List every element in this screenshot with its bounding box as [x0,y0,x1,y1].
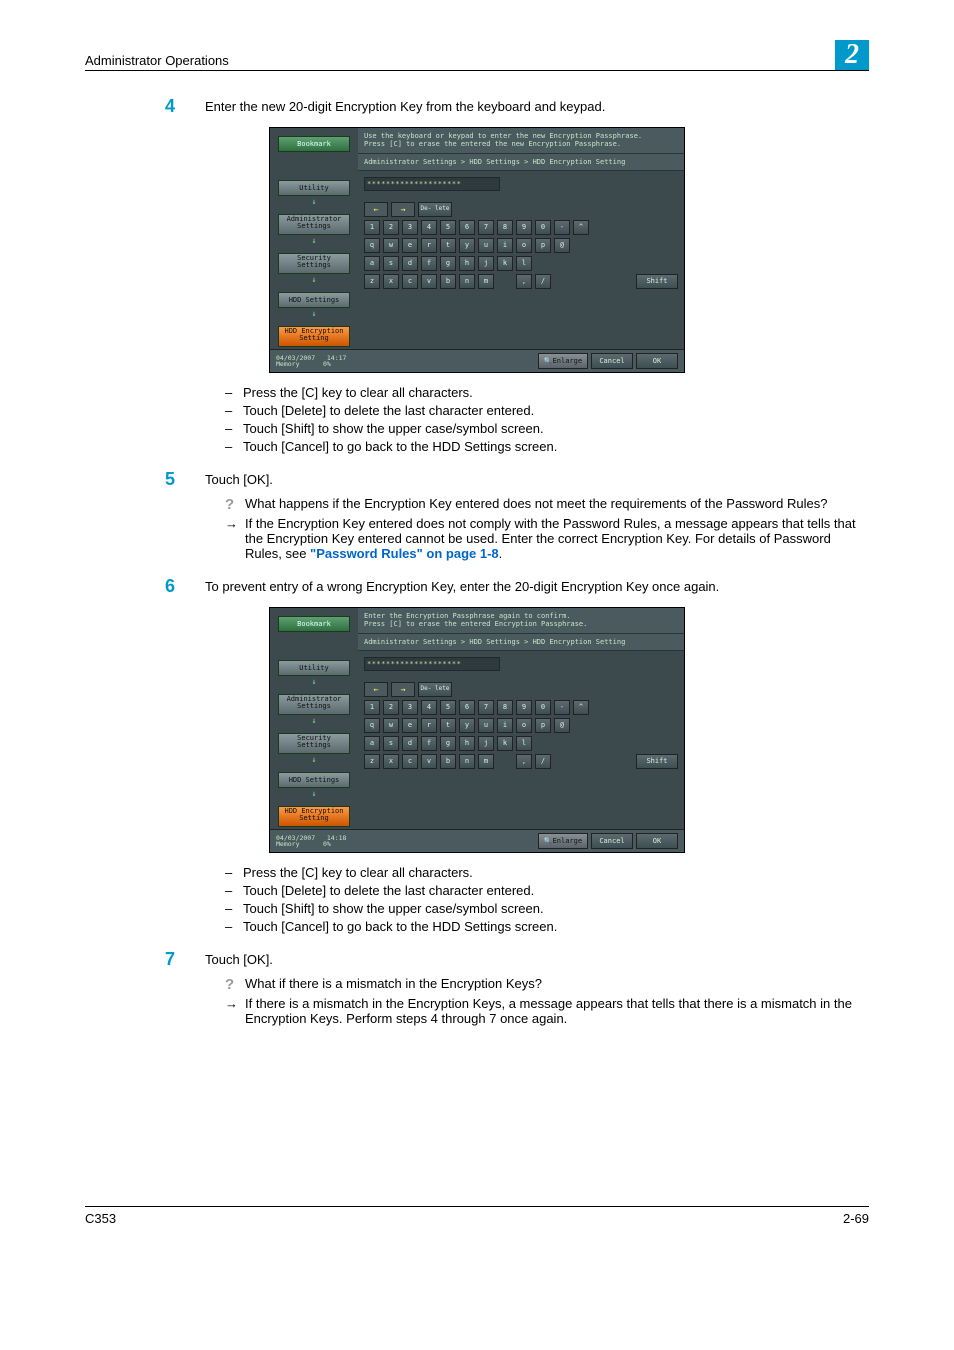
security-settings-button[interactable]: Security Settings [278,253,350,274]
key-row-2: qwertyuiop@ [364,238,678,253]
hdd-settings-button[interactable]: HDD Settings [278,772,350,788]
enlarge-button[interactable]: 🔍 Enlarge [538,833,588,849]
header-title: Administrator Operations [85,53,229,68]
down-arrow-icon: ↓ [273,789,355,798]
arrow-icon: → [225,516,245,561]
down-arrow-icon: ↓ [273,755,355,764]
utility-button[interactable]: Utility [278,180,350,196]
shot-sidebar: Bookmark Utility ↓ Administrator Setting… [270,128,358,349]
admin-settings-button[interactable]: Administrator Settings [278,214,350,235]
shot-bottom-bar: 04/03/2007 14:18 Memory 0% 🔍 Enlarge Can… [270,829,684,852]
cancel-button[interactable]: Cancel [591,833,633,849]
bullet: –Press the [C] key to clear all characte… [225,385,869,400]
hdd-encryption-button[interactable]: HDD Encryption Setting [278,806,350,827]
key-row-4: zxcvbnm ,/ Shift [364,274,678,289]
page-footer: C353 2-69 [85,1206,869,1226]
breadcrumb: Administrator Settings > HDD Settings > … [358,634,684,651]
bullet: –Touch [Delete] to delete the last chara… [225,883,869,898]
instruction-text: Use the keyboard or keypad to enter the … [358,128,684,154]
answer: → If the Encryption Key entered does not… [225,516,869,561]
answer: → If there is a mismatch in the Encrypti… [225,996,869,1026]
chapter-number: 2 [835,40,869,70]
hdd-settings-button[interactable]: HDD Settings [278,292,350,308]
question-icon: ? [225,496,245,513]
step-text: Touch [OK]. [205,469,273,490]
page-header: Administrator Operations 2 [85,40,869,71]
question: ? What happens if the Encryption Key ent… [225,496,869,513]
down-arrow-icon: ↓ [273,716,355,725]
down-arrow-icon: ↓ [273,236,355,245]
bullet: –Touch [Shift] to show the upper case/sy… [225,901,869,916]
step-number: 5 [165,469,205,490]
footer-right: 2-69 [843,1211,869,1226]
screenshot-2: Bookmark Utility ↓ Administrator Setting… [269,607,685,853]
down-arrow-icon: ↓ [273,275,355,284]
bullet: –Touch [Cancel] to go back to the HDD Se… [225,439,869,454]
datetime: 04/03/2007 14:17 Memory 0% [276,355,346,368]
bullet: –Touch [Cancel] to go back to the HDD Se… [225,919,869,934]
right-arrow-key[interactable]: → [391,202,415,217]
breadcrumb: Administrator Settings > HDD Settings > … [358,154,684,171]
shot-bottom-bar: 04/03/2007 14:17 Memory 0% 🔍 Enlarge Can… [270,349,684,372]
datetime: 04/03/2007 14:18 Memory 0% [276,835,346,848]
delete-key[interactable]: De- lete [418,682,452,697]
passphrase-field[interactable]: ******************** [364,657,500,671]
delete-key[interactable]: De- lete [418,202,452,217]
hdd-encryption-button[interactable]: HDD Encryption Setting [278,326,350,347]
passphrase-field[interactable]: ******************** [364,177,500,191]
cancel-button[interactable]: Cancel [591,353,633,369]
admin-settings-button[interactable]: Administrator Settings [278,694,350,715]
bookmark-button[interactable]: Bookmark [278,616,350,632]
security-settings-button[interactable]: Security Settings [278,733,350,754]
left-arrow-key[interactable]: ← [364,682,388,697]
key-row-3: asdfghjkl [364,256,678,271]
shift-key[interactable]: Shift [636,754,678,769]
step-text: Touch [OK]. [205,949,273,970]
step-5: 5 Touch [OK]. [165,469,869,490]
step-text: Enter the new 20-digit Encryption Key fr… [205,96,605,117]
shot-sidebar: Bookmark Utility ↓ Administrator Setting… [270,608,358,829]
footer-left: C353 [85,1211,116,1226]
ok-button[interactable]: OK [636,833,678,849]
ok-button[interactable]: OK [636,353,678,369]
left-arrow-key[interactable]: ← [364,202,388,217]
step-4: 4 Enter the new 20-digit Encryption Key … [165,96,869,117]
step-6: 6 To prevent entry of a wrong Encryption… [165,576,869,597]
step-number: 6 [165,576,205,597]
down-arrow-icon: ↓ [273,677,355,686]
question: ? What if there is a mismatch in the Enc… [225,976,869,993]
question-icon: ? [225,976,245,993]
down-arrow-icon: ↓ [273,197,355,206]
bookmark-button[interactable]: Bookmark [278,136,350,152]
utility-button[interactable]: Utility [278,660,350,676]
bullet: –Touch [Delete] to delete the last chara… [225,403,869,418]
step-number: 4 [165,96,205,117]
shift-key[interactable]: Shift [636,274,678,289]
instruction-text: Enter the Encryption Passphrase again to… [358,608,684,634]
password-rules-link[interactable]: "Password Rules" on page 1-8 [310,546,499,561]
screenshot-1: Bookmark Utility ↓ Administrator Setting… [269,127,685,373]
key-row-1: 1234567890-^ [364,220,678,235]
down-arrow-icon: ↓ [273,309,355,318]
step-text: To prevent entry of a wrong Encryption K… [205,576,719,597]
step-7: 7 Touch [OK]. [165,949,869,970]
right-arrow-key[interactable]: → [391,682,415,697]
bullet: –Touch [Shift] to show the upper case/sy… [225,421,869,436]
enlarge-button[interactable]: 🔍 Enlarge [538,353,588,369]
bullet: –Press the [C] key to clear all characte… [225,865,869,880]
step-number: 7 [165,949,205,970]
arrow-icon: → [225,996,245,1026]
